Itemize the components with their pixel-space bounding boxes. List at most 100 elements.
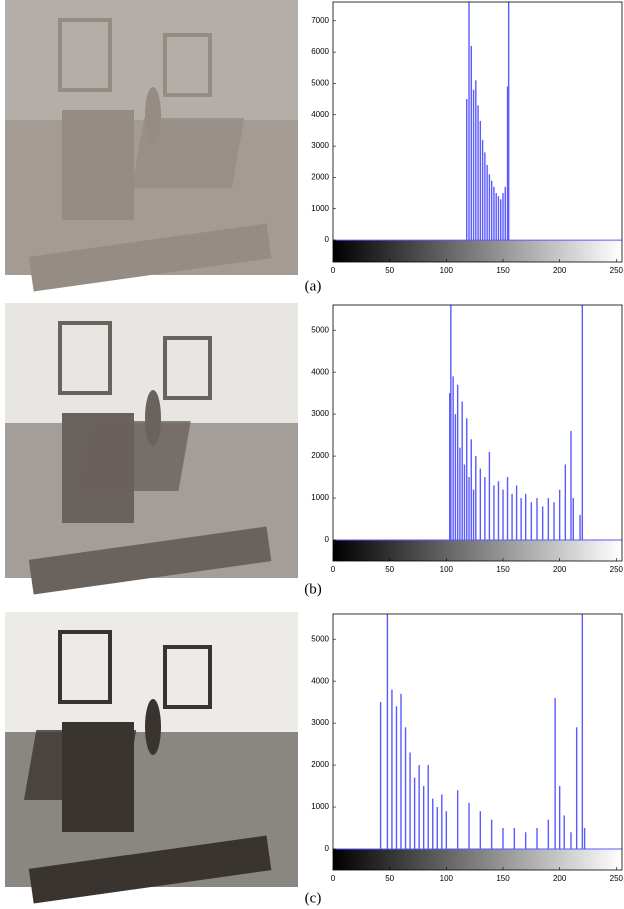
bar: [486, 164, 488, 241]
y-tick-label: 2000: [311, 451, 329, 460]
bar: [488, 451, 491, 541]
bar: [495, 193, 497, 241]
bar: [386, 614, 389, 850]
y-tick-label: 7000: [311, 16, 329, 25]
bar: [470, 439, 472, 541]
bar: [449, 393, 451, 541]
x-tick-label: 100: [440, 266, 454, 275]
y-tick-label: 5000: [311, 634, 329, 643]
bar: [479, 811, 482, 850]
bar: [583, 828, 586, 850]
bar: [504, 186, 506, 241]
bar: [493, 186, 495, 241]
bar: [547, 498, 550, 541]
x-tick-label: 0: [331, 565, 336, 574]
y-tick-label: 0: [325, 535, 330, 544]
bars: [449, 305, 584, 541]
photo-window: [163, 645, 212, 709]
bar: [558, 786, 561, 850]
bar: [441, 794, 443, 850]
photo-window: [58, 18, 112, 92]
bar: [456, 384, 459, 541]
photo-person: [145, 87, 161, 143]
x-tick-label: 200: [553, 565, 567, 574]
y-tick-label: 5000: [311, 325, 329, 334]
y-tick-label: 0: [325, 844, 330, 853]
bar: [445, 811, 448, 850]
bar: [468, 2, 470, 241]
x-tick-label: 100: [440, 565, 454, 574]
y-tick-label: 2000: [311, 173, 329, 182]
bar: [530, 502, 533, 541]
x-tick-label: 150: [496, 874, 510, 883]
y-tick-label: 2000: [311, 760, 329, 769]
x-tick-label: 100: [440, 874, 454, 883]
bar: [422, 786, 425, 850]
x-tick-label: 200: [553, 266, 567, 275]
photo-person: [145, 699, 161, 755]
y-tick-label: 3000: [311, 409, 329, 418]
bar: [459, 447, 461, 541]
photo-cabinet: [62, 110, 134, 220]
bar: [477, 105, 479, 241]
photo-showcase: [28, 223, 272, 292]
photo-showcase: [28, 526, 272, 595]
bar: [413, 777, 416, 850]
photo-person: [145, 390, 161, 446]
photo-window: [163, 33, 212, 97]
y-tick-label: 0: [325, 235, 330, 244]
bar: [564, 464, 567, 541]
bar: [563, 815, 565, 850]
grayscale-bar: [333, 240, 622, 262]
bar: [515, 485, 518, 541]
x-tick-label: 250: [610, 874, 624, 883]
x-tick-label: 50: [385, 565, 394, 574]
plot-frame: [332, 1, 623, 263]
bar: [553, 502, 555, 541]
y-tick-label: 1000: [311, 802, 329, 811]
bar: [581, 305, 584, 541]
photo-table: [78, 421, 191, 491]
y-tick-label: 1000: [311, 204, 329, 213]
bar: [461, 401, 463, 541]
x-tick-label: 50: [385, 874, 394, 883]
y-tick-label: 4000: [311, 676, 329, 685]
x-tick-label: 150: [496, 266, 510, 275]
photo-window: [58, 321, 112, 395]
bar: [520, 498, 522, 541]
bar: [547, 819, 550, 850]
photo-window: [163, 336, 212, 400]
bar: [490, 180, 493, 241]
bar: [541, 506, 544, 541]
bar: [506, 477, 509, 541]
panel-label: (a): [305, 278, 322, 294]
bar: [391, 689, 393, 850]
bar: [409, 752, 411, 850]
grayscale-bar: [333, 540, 622, 561]
bar: [488, 174, 491, 241]
plot-area: [333, 614, 622, 870]
bar: [379, 702, 382, 850]
x-tick-label: 50: [385, 266, 394, 275]
bar: [497, 196, 500, 241]
bar: [456, 790, 459, 850]
bar: [524, 493, 527, 541]
y-tick-label: 3000: [311, 141, 329, 150]
bar: [490, 819, 493, 850]
bars: [379, 614, 586, 850]
plot-area: [333, 305, 622, 561]
x-tick-label: 250: [610, 565, 624, 574]
bar: [475, 80, 477, 241]
bar: [502, 828, 504, 850]
bar: [400, 693, 402, 850]
bar: [479, 468, 482, 541]
bar: [507, 2, 510, 241]
panel-label: (c): [305, 890, 322, 906]
bar: [475, 456, 477, 541]
bar: [500, 199, 502, 241]
bar: [404, 727, 407, 850]
grayscale-bar: [333, 849, 622, 870]
bar: [575, 727, 578, 850]
bar: [484, 152, 486, 241]
